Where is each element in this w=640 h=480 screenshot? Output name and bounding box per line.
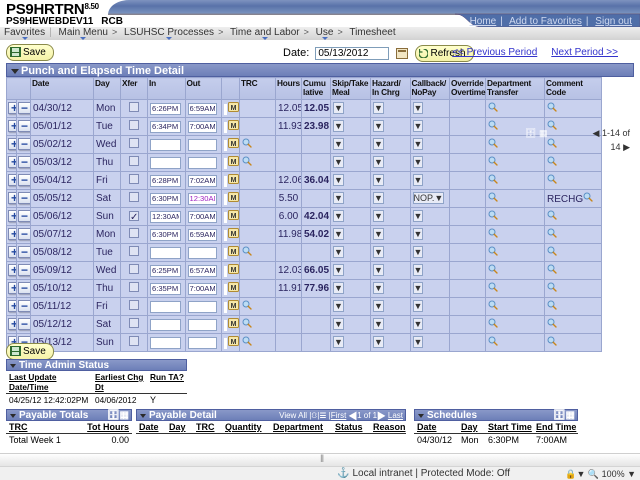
svg-text:M: M bbox=[231, 249, 237, 256]
svg-text:M: M bbox=[231, 213, 237, 220]
svg-text:M: M bbox=[231, 267, 237, 274]
svg-text:M: M bbox=[231, 177, 237, 184]
svg-text:M: M bbox=[231, 339, 237, 346]
svg-text:M: M bbox=[231, 123, 237, 130]
svg-text:M: M bbox=[231, 303, 237, 310]
svg-text:M: M bbox=[231, 285, 237, 292]
svg-text:M: M bbox=[231, 141, 237, 148]
svg-text:M: M bbox=[231, 195, 237, 202]
svg-text:M: M bbox=[231, 105, 237, 112]
svg-text:M: M bbox=[231, 321, 237, 328]
svg-text:M: M bbox=[231, 159, 237, 166]
svg-text:M: M bbox=[231, 231, 237, 238]
